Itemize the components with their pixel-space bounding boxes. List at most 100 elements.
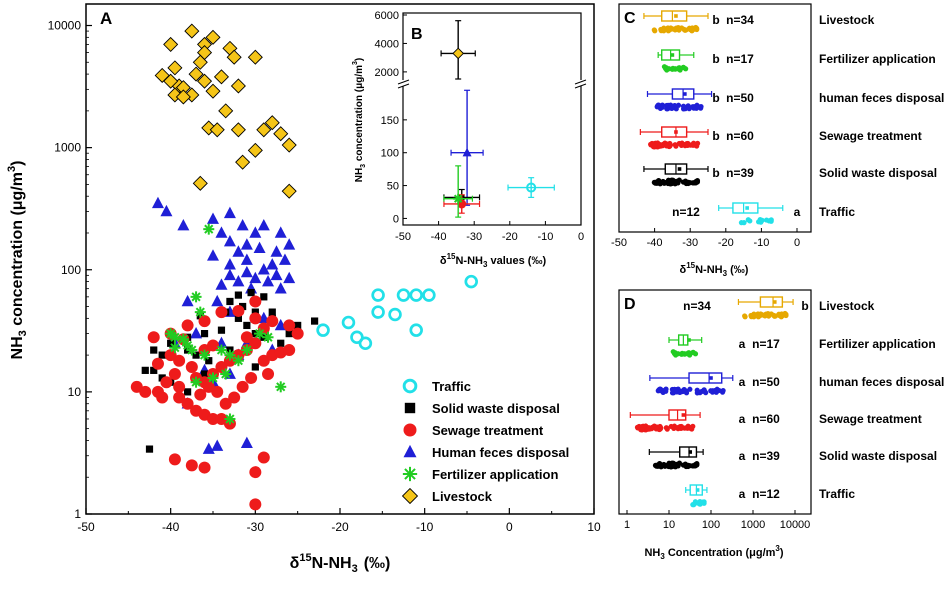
panel-c-category-label: Fertilizer application: [819, 52, 936, 66]
panel-c-jitter-point: [680, 64, 687, 71]
panel-a-point-sewage: [198, 315, 211, 328]
panel-a-y-tick-label: 1000: [54, 141, 81, 155]
panel-b-point-traffic: [526, 182, 537, 193]
panel-a-point-human: [232, 274, 245, 287]
panel-a-point-fert: [254, 328, 266, 340]
panel-d-x-tick-label: 100: [702, 519, 720, 531]
panel-d-jitter-point: [653, 426, 659, 432]
panel-a-point-sewage: [228, 391, 241, 404]
panel-a-point-solid: [158, 351, 166, 359]
panel-d-mean-fert: [687, 338, 691, 342]
legend-label-fert: Fertilizer application: [432, 467, 558, 482]
panel-a-point-fert: [224, 349, 236, 361]
panel-a-point-livestock: [167, 87, 183, 103]
panel-c-jitter-point: [675, 102, 682, 108]
panel-a-point-human: [278, 253, 291, 265]
panel-d-group-letter: a: [739, 412, 746, 426]
panel-c-jitter-point: [665, 25, 671, 31]
panel-a-point-fert: [203, 223, 215, 235]
legend-label-human: Human feces disposal: [432, 445, 569, 460]
panel-b-y-tick-label: 100: [381, 148, 399, 160]
panel-a-point-human: [283, 238, 296, 250]
panel-b-x-tick-label: 0: [578, 231, 584, 243]
panel-d-mean-traffic: [695, 488, 700, 492]
panel-a-point-solid: [145, 445, 154, 453]
panel-a-point-sewage: [160, 376, 173, 389]
panel-c-jitter-point: [652, 28, 658, 34]
panel-c-jitter-point: [669, 105, 675, 112]
panel-c-group-letter: b: [712, 13, 719, 27]
panel-c-group-letter: b: [712, 166, 719, 180]
panel-c-jitter-point: [759, 217, 765, 223]
panel-a-x-tick-label: -10: [416, 520, 434, 534]
panel-a-point-sewage: [168, 453, 181, 466]
panel-a-point-solid: [311, 317, 319, 325]
panel-d-jitter-point: [693, 463, 699, 469]
panel-a-point-livestock: [184, 23, 200, 39]
panel-a-point-sewage: [151, 357, 164, 370]
panel-a-point-sewage: [232, 304, 245, 317]
panel-a-point-sewage: [164, 349, 177, 362]
panel-a-point-human: [223, 235, 236, 247]
panel-a-point-solid: [260, 293, 268, 301]
panel-a-point-livestock: [264, 115, 280, 131]
panel-b-x-axis-label: δ15N-NH3 values (‰): [440, 252, 547, 269]
panel-c-count: n=60: [726, 129, 754, 143]
panel-a-point-human: [236, 218, 249, 231]
panel-b-axis-break-mask-right: [575, 80, 587, 86]
panel-d-group-letter: a: [739, 487, 746, 501]
panel-d-category-label: Solid waste disposal: [819, 449, 937, 463]
panel-d-jitter-point: [772, 313, 778, 319]
panel-a-point-solid: [150, 346, 158, 354]
panel-b-point-sewage: [457, 199, 467, 209]
panel-c-count: n=12: [672, 205, 700, 219]
panel-c-jitter-point: [655, 177, 662, 184]
panel-a-point-human: [160, 204, 173, 217]
panel-c-jitter-point: [763, 217, 770, 223]
panel-a-y-tick-label: 10: [68, 385, 82, 399]
panel-c-jitter-point: [676, 140, 682, 147]
panel-a-point-livestock: [281, 137, 297, 153]
panel-c-jitter-point: [657, 142, 663, 148]
panel-c-jitter-point: [672, 66, 678, 72]
panel-a-point-solid: [217, 326, 226, 334]
panel-d-mean-livestock: [772, 300, 777, 304]
panel-d-mean-solid: [688, 450, 693, 454]
panel-d-jitter-point: [635, 425, 641, 431]
panel-a-point-fert: [190, 376, 202, 388]
legend-label-solid: Solid waste disposal: [432, 401, 560, 416]
panel-b: B -50 -40 -30 -20 -10 0050100150200040006000 …: [352, 10, 587, 269]
panel-d-box-livestock: [759, 296, 784, 308]
panel-a-point-sewage: [249, 498, 262, 511]
panel-a-point-human: [181, 294, 194, 307]
panel-c-mean-human: [683, 92, 687, 96]
panel-a-label: A: [100, 9, 112, 28]
panel-c-count: n=34: [726, 13, 754, 27]
panel-a-point-human: [249, 271, 262, 284]
panel-d-jitter-point: [682, 351, 688, 357]
panel-a-point-human: [215, 278, 228, 290]
panel-a-point-livestock: [192, 175, 208, 191]
panel-a-x-tick-label: -20: [331, 520, 349, 534]
panel-d-count: n=34: [683, 299, 711, 313]
panel-d-x-tick-label: 10: [663, 519, 675, 531]
panel-a-x-tick-label: 10: [587, 520, 601, 534]
panel-c-group-letter: b: [712, 129, 719, 143]
panel-c-jitter-point: [655, 103, 661, 109]
panel-c-x-tick-label: -40: [647, 237, 663, 249]
panel-a-point-human: [211, 294, 224, 307]
panel-d-category-label: Sewage treatment: [819, 412, 922, 426]
panel-c-jitter-point: [670, 26, 676, 32]
panel-d-group-letter: b: [801, 299, 808, 313]
panel-b-frame: [402, 12, 582, 226]
panel-a-point-solid: [251, 308, 259, 316]
panel-a-point-traffic: [388, 307, 402, 322]
panel-a-point-human: [283, 271, 296, 284]
panel-d-jitter-point: [690, 502, 696, 508]
panel-a-point-sewage: [181, 397, 194, 410]
panel-c-x-tick-label: -30: [682, 237, 698, 249]
panel-a-point-livestock: [256, 122, 272, 138]
panel-d-jitter-point: [663, 388, 669, 394]
panel-a-point-fert: [232, 355, 244, 367]
panel-a-point-fert: [177, 333, 189, 345]
